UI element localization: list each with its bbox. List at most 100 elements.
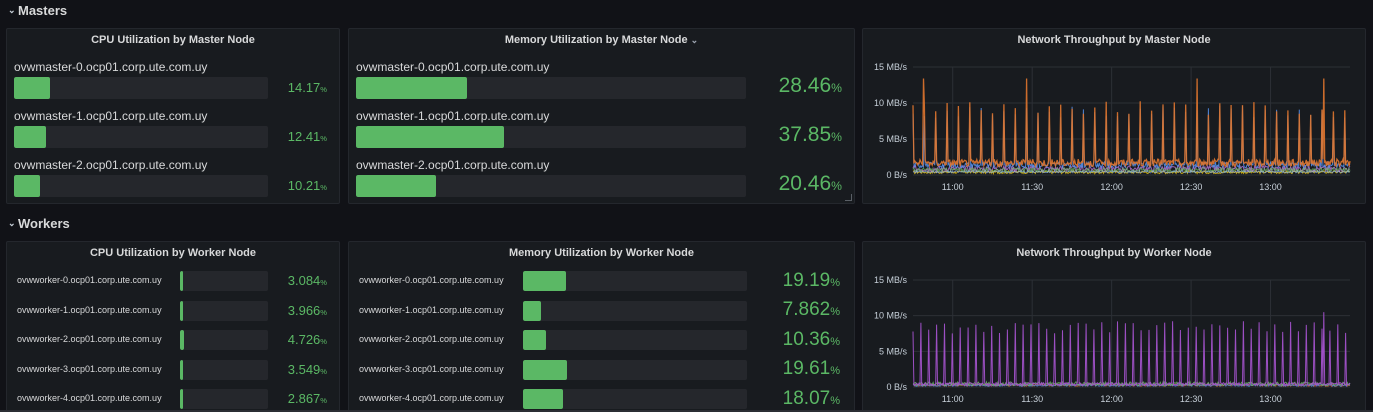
panel-cpu-masters[interactable]: CPU Utilization by Master Node ovwmaster…	[6, 28, 340, 204]
value-number: 37.85	[778, 123, 832, 146]
node-label: ovwmaster-1.ocp01.corp.ute.com.uy	[356, 109, 550, 123]
bar-gauge-fill	[523, 389, 564, 409]
chevron-down-icon[interactable]: ⌄	[8, 217, 16, 228]
bar-gauge-value: 2.867%	[288, 391, 327, 406]
chevron-down-icon[interactable]: ⌄	[8, 4, 16, 15]
node-label: ovwworker-0.ocp01.corp.ute.com.uy	[359, 275, 504, 285]
value-unit: %	[320, 366, 327, 376]
panel-title[interactable]: Network Throughput by Worker Node	[1016, 247, 1212, 259]
bar-gauge-fill	[14, 77, 50, 99]
bar-gauge-track	[356, 77, 746, 99]
network-chart[interactable]: 15 MB/s 10 MB/s 5 MB/s 0 B/s 11:00 11:30 12:00…	[863, 29, 1366, 204]
row-title: Masters	[18, 2, 68, 18]
bar-gauge-fill	[523, 300, 541, 321]
panel-network-workers[interactable]: Network Throughput by Worker Node 15 MB/…	[862, 241, 1366, 412]
node-label: ovwworker-3.ocp01.corp.ute.com.uy	[17, 363, 162, 374]
value-unit: %	[320, 134, 327, 143]
node-label: ovwmaster-0.ocp01.corp.ute.com.uy	[14, 60, 208, 74]
value-number: 2.867	[287, 391, 321, 407]
y-tick-label: 5 MB/s	[879, 346, 908, 356]
value-number: 10.36	[782, 328, 831, 350]
value-number: 19.19	[782, 269, 831, 291]
bar-gauge-fill	[14, 126, 46, 148]
bar-gauge-fill	[523, 330, 547, 350]
value-unit: %	[320, 85, 327, 94]
bar-gauge-track	[180, 359, 268, 380]
node-label: ovwworker-2.ocp01.corp.ute.com.uy	[359, 334, 504, 344]
x-tick-label: 11:00	[942, 182, 964, 192]
chevron-down-icon[interactable]: ⌄	[690, 35, 699, 45]
bar-gauge-fill	[180, 389, 183, 409]
node-label: ovwmaster-2.ocp01.corp.ute.com.uy	[356, 158, 550, 172]
y-tick-label: 0 B/s	[886, 382, 907, 392]
value-number: 7.862	[782, 299, 831, 321]
value-unit: %	[831, 130, 842, 144]
value-unit: %	[320, 396, 327, 406]
node-label: ovwmaster-2.ocp01.corp.ute.com.uy	[14, 158, 208, 172]
bar-gauge-value: 18.07%	[783, 388, 840, 410]
series-line	[912, 105, 1351, 170]
row-title: Workers	[18, 215, 70, 231]
node-label: ovwworker-2.ocp01.corp.ute.com.uy	[17, 334, 162, 344]
series-group	[912, 78, 1351, 176]
panel-title[interactable]: CPU Utilization by Worker Node	[89, 247, 257, 259]
value-unit: %	[320, 307, 327, 317]
panel-title[interactable]: CPU Utilization by Master Node	[91, 34, 255, 46]
value-number: 10.21	[287, 178, 321, 193]
panel-title[interactable]: Network Throughput by Master Node	[1017, 34, 1211, 46]
panel-memory-masters[interactable]: Memory Utilization by Master Node ⌄ ovwma…	[348, 28, 855, 204]
bar-gauge-track	[14, 126, 268, 148]
value-unit: %	[830, 306, 840, 319]
bar-gauge-track	[523, 389, 747, 409]
node-label: ovwworker-1.ocp01.corp.ute.com.uy	[17, 304, 162, 315]
bar-gauge-track	[523, 359, 747, 380]
bar-gauge-track	[523, 300, 747, 321]
bar-gauge-value: 28.46%	[779, 74, 842, 98]
node-label: ovwworker-3.ocp01.corp.ute.com.uy	[359, 363, 504, 374]
panel-network-masters[interactable]: Network Throughput by Master Node 15 MB/…	[862, 28, 1366, 204]
value-number: 20.46	[778, 172, 832, 195]
y-tick-label: 15 MB/s	[874, 62, 908, 72]
panel-cpu-workers[interactable]: CPU Utilization by Worker Node ovwworker…	[6, 241, 340, 412]
x-tick-label: 13:00	[1259, 394, 1282, 404]
x-tick-label: 11:00	[942, 394, 964, 404]
node-label: ovwmaster-0.ocp01.corp.ute.com.uy	[356, 60, 550, 74]
page-scrollbar[interactable]	[0, 410, 1373, 412]
bar-gauge-track	[180, 330, 268, 350]
row-header-masters[interactable]: ⌄ Masters	[8, 0, 67, 20]
bar-gauge-track	[356, 175, 746, 197]
bar-gauge-value: 19.19%	[783, 270, 840, 292]
bar-gauge-value: 37.85%	[779, 123, 842, 147]
bar-gauge-fill	[356, 77, 467, 99]
x-tick-label: 12:00	[1100, 394, 1123, 404]
bar-gauge-fill	[523, 359, 567, 380]
value-number: 19.61	[782, 358, 831, 380]
bar-gauge-track	[180, 389, 268, 409]
series-group	[912, 312, 1351, 388]
value-unit: %	[320, 337, 327, 347]
panel-memory-workers[interactable]: Memory Utilization by Worker Node ovwwor…	[348, 241, 855, 412]
bar-gauge-fill	[180, 300, 184, 321]
bar-gauge-value: 4.726%	[288, 332, 327, 347]
y-tick-label: 10 MB/s	[874, 98, 908, 108]
x-tick-label: 12:30	[1180, 394, 1203, 404]
node-label: ovwworker-4.ocp01.corp.ute.com.uy	[17, 393, 162, 403]
panel-title[interactable]: Memory Utilization by Master Node ⌄	[349, 34, 854, 46]
network-chart[interactable]: 15 MB/s 10 MB/s 5 MB/s 0 B/s 11:00 11:30 12:00…	[863, 242, 1366, 412]
value-number: 3.966	[287, 302, 321, 318]
panel-title[interactable]: Memory Utilization by Worker Node	[509, 247, 694, 259]
resize-handle-icon[interactable]	[845, 194, 852, 201]
y-tick-label: 15 MB/s	[874, 275, 908, 285]
bar-gauge-track	[523, 271, 747, 291]
node-label: ovwworker-4.ocp01.corp.ute.com.uy	[359, 393, 504, 403]
bar-gauge-value: 3.966%	[288, 303, 327, 318]
y-tick-label: 0 B/s	[886, 170, 907, 180]
x-tick-label: 12:30	[1180, 182, 1203, 192]
value-unit: %	[831, 81, 842, 95]
series-line	[912, 169, 1351, 176]
value-number: 3.084	[287, 273, 321, 289]
panel-title-text: Memory Utilization by Master Node	[504, 34, 688, 46]
bar-gauge-value: 12.41%	[288, 129, 327, 144]
bar-gauge-track	[180, 300, 268, 321]
row-header-workers[interactable]: ⌄ Workers	[8, 213, 70, 233]
